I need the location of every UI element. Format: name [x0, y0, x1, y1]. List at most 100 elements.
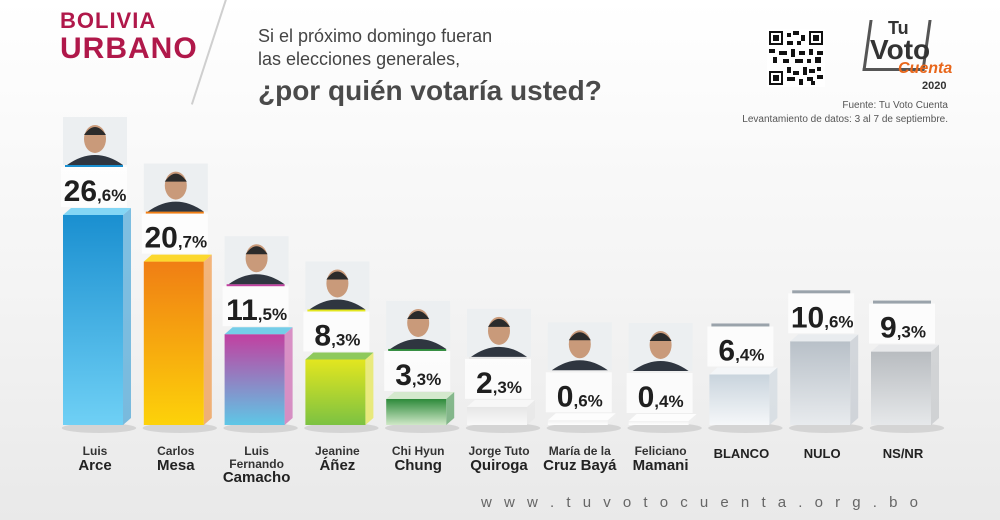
website-url[interactable]: w w w . t u v o t o c u e n t a . o r g …: [481, 494, 922, 511]
value-label: 2,3%: [476, 367, 522, 400]
photo-shoulders: [309, 299, 366, 310]
value-dec: ,5%: [258, 305, 287, 324]
bar-group-5: 2,3%: [465, 308, 541, 433]
candidate-photo-icon: [224, 236, 289, 285]
value-label-bg: [465, 358, 531, 399]
candidate-photo-icon: [547, 322, 612, 371]
bar-side: [769, 367, 778, 425]
value-label-rule: [630, 370, 689, 373]
value-label-rule: [873, 300, 931, 304]
bar: [305, 359, 366, 425]
candidate-label: María de la Cruz Bayá: [542, 445, 618, 473]
source-line: Fuente: Tu Voto Cuenta: [842, 100, 948, 111]
candidate-last-name: Camacho: [222, 469, 291, 487]
bar-shadow: [385, 423, 460, 433]
candidate-last-name: Chung: [394, 456, 442, 474]
question-title: ¿por quién votaría usted?: [258, 75, 602, 106]
value-dec: ,4%: [654, 392, 683, 411]
candidate-label: Jorge Tuto Quiroga: [461, 445, 537, 473]
bar-group-0: 26,6%: [61, 117, 137, 433]
bar: [224, 334, 285, 425]
bar-top: [709, 367, 778, 375]
bar: [628, 421, 689, 425]
fieldwork-dates: Levantamiento de datos: 3 al 7 de septie…: [742, 114, 948, 125]
candidate-label: NULO: [784, 445, 860, 461]
bar: [467, 406, 527, 425]
candidate-photo-icon: [305, 261, 370, 310]
candidate-photo-icon: [63, 117, 127, 165]
candidate-last-name: Quiroga: [470, 456, 528, 474]
bar-side: [123, 208, 131, 425]
value-dec: ,7%: [178, 233, 207, 252]
photo-shoulders: [67, 155, 123, 165]
tu-voto-cuenta-logo: Tu Voto Cuenta 2020: [860, 18, 952, 96]
logo-year: 2020: [922, 80, 947, 92]
logo-cuenta: Cuenta: [898, 60, 953, 77]
value-label: 6,4%: [718, 334, 764, 367]
candidate-last-name: Mesa: [157, 456, 195, 474]
candidate-first-name: Luis Fernando: [229, 444, 284, 471]
photo-hair: [649, 333, 672, 341]
value-label: 20,7%: [144, 222, 207, 255]
value-label-rule: [792, 290, 851, 294]
value-dec: ,3%: [897, 323, 926, 342]
bar: [871, 351, 931, 425]
candidate-photo-icon: [143, 163, 208, 212]
value-label: 8,3%: [314, 319, 360, 352]
candidate-last-name: Cruz Bayá: [543, 456, 617, 474]
value-int: 0: [638, 381, 655, 414]
value-dec: ,6%: [824, 312, 853, 331]
value-dec: ,3%: [493, 378, 522, 397]
photo-shoulders: [632, 361, 689, 371]
photo-shoulders: [390, 338, 447, 349]
bar-group-1: 20,7%: [141, 163, 217, 433]
photo-hair: [164, 173, 187, 182]
bar-top: [224, 327, 293, 335]
value-int: 2: [476, 367, 493, 400]
candidate-label: Luis Arce: [57, 445, 133, 473]
photo-hair: [84, 127, 106, 135]
bar-side: [203, 254, 212, 425]
bar-top: [305, 352, 374, 360]
value-label: 3,3%: [395, 359, 441, 392]
bar-shadow: [304, 423, 379, 433]
value-label-bg: [222, 286, 289, 327]
value-dec: ,6%: [97, 186, 126, 205]
photo-shoulders: [471, 346, 527, 357]
candidate-first-name: Chi Hyun: [391, 444, 445, 458]
bar: [547, 420, 608, 425]
value-int: 9: [880, 312, 897, 345]
bar: [386, 398, 447, 425]
value-label-bg: [141, 213, 208, 254]
value-label: 11,5%: [226, 294, 287, 327]
bar-group-10: 9,3%: [869, 300, 945, 433]
bar-shadow: [789, 423, 864, 433]
candidate-first-name: Luis: [82, 444, 108, 458]
bar-side: [527, 399, 535, 425]
bar-shadow: [708, 423, 783, 433]
value-int: 3: [395, 359, 412, 392]
bar-shadow: [546, 423, 621, 433]
value-label-rule: [307, 308, 366, 312]
photo-shoulders: [228, 274, 285, 285]
candidate-label: Luis Fernando Camacho: [219, 445, 295, 486]
bar-shadow: [61, 423, 137, 433]
photo-shoulders: [551, 360, 608, 371]
candidate-label: Feliciano Mamani: [623, 445, 699, 473]
value-label-bg: [384, 350, 451, 391]
bar-group-2: 11,5%: [222, 236, 298, 433]
bar-group-9: 10,6%: [788, 290, 864, 433]
bar-shadow: [223, 423, 298, 433]
qr-code-icon[interactable]: [767, 29, 825, 87]
value-label-rule: [469, 355, 527, 359]
bar-top: [547, 413, 616, 421]
bar-top: [386, 391, 455, 399]
bar-side: [931, 344, 939, 425]
photo-hair: [245, 246, 268, 255]
photo-hair: [407, 310, 430, 319]
candidate-label: NS/NR: [865, 445, 941, 461]
value-int: 11: [226, 294, 258, 327]
value-dec: ,6%: [573, 391, 602, 410]
bar-shadow: [627, 423, 702, 433]
